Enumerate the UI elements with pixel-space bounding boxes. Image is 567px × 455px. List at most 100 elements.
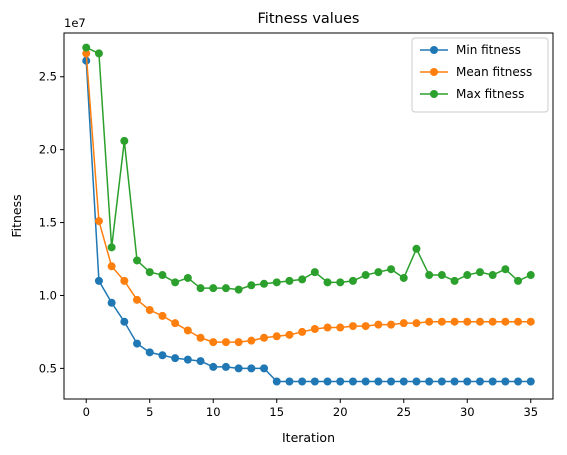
- data-point: [323, 278, 332, 287]
- data-point: [94, 217, 103, 226]
- axis-ticks: 0 5 10 15 20 25 30 35 0.5 1.0 1.5 2.0 2.5: [39, 70, 538, 419]
- data-point: [425, 271, 434, 280]
- data-point: [336, 377, 345, 386]
- data-point: [488, 317, 497, 326]
- legend-label: Min fitness: [456, 43, 521, 57]
- data-point: [323, 377, 332, 386]
- data-point: [285, 330, 294, 339]
- x-tick-label: 15: [269, 405, 284, 419]
- series-max-fitness: [82, 43, 535, 294]
- data-point: [120, 276, 129, 285]
- axes-frame: [63, 32, 554, 400]
- data-point: [247, 364, 256, 373]
- plot-area: [82, 43, 535, 386]
- data-point: [323, 323, 332, 332]
- data-point: [310, 377, 319, 386]
- data-point: [310, 268, 319, 277]
- x-tick-label: 0: [83, 405, 90, 419]
- data-point: [514, 276, 523, 285]
- data-point: [221, 362, 230, 371]
- y-tick-label: 2.0: [39, 143, 57, 157]
- data-point: [475, 317, 484, 326]
- data-point: [475, 377, 484, 386]
- data-point: [412, 377, 421, 386]
- data-point: [234, 338, 243, 347]
- data-point: [196, 284, 205, 293]
- data-point: [526, 377, 535, 386]
- x-tick-label: 10: [206, 405, 221, 419]
- data-point: [348, 377, 357, 386]
- legend: Min fitness Mean fitness Max fitness: [411, 37, 549, 113]
- x-axis-label: Iteration: [282, 430, 335, 445]
- x-tick-label: 35: [523, 405, 538, 419]
- chart-title: Fitness values: [258, 11, 360, 27]
- x-tick-label: 5: [146, 405, 153, 419]
- series-min-fitness: [82, 56, 535, 386]
- data-point: [133, 295, 142, 304]
- data-point: [387, 320, 396, 329]
- data-point: [221, 338, 230, 347]
- data-point: [247, 281, 256, 290]
- data-point: [348, 322, 357, 331]
- data-point: [450, 276, 459, 285]
- data-point: [82, 43, 91, 52]
- data-point: [399, 273, 408, 282]
- data-point: [526, 317, 535, 326]
- data-point: [425, 317, 434, 326]
- data-point: [514, 317, 523, 326]
- x-tick-label: 20: [333, 405, 348, 419]
- data-point: [94, 49, 103, 58]
- data-point: [107, 243, 116, 252]
- legend-label: Max fitness: [456, 87, 524, 101]
- x-tick-label: 30: [460, 405, 475, 419]
- data-point: [463, 271, 472, 280]
- y-tick-label: 1.0: [39, 288, 57, 302]
- data-point: [94, 276, 103, 285]
- data-point: [463, 377, 472, 386]
- data-point: [412, 244, 421, 253]
- data-point: [450, 377, 459, 386]
- data-point: [183, 273, 192, 282]
- data-point: [374, 377, 383, 386]
- data-point: [272, 377, 281, 386]
- data-point: [336, 278, 345, 287]
- data-point: [260, 279, 269, 288]
- data-point: [209, 284, 218, 293]
- data-point: [475, 268, 484, 277]
- data-point: [158, 351, 167, 360]
- data-point: [501, 377, 510, 386]
- data-point: [234, 364, 243, 373]
- data-point: [133, 256, 142, 265]
- data-point: [514, 377, 523, 386]
- data-point: [285, 276, 294, 285]
- data-point: [82, 49, 91, 58]
- data-point: [450, 317, 459, 326]
- data-point: [272, 278, 281, 287]
- data-point: [209, 338, 218, 347]
- legend-item: Max fitness: [420, 87, 524, 101]
- data-point: [145, 306, 154, 315]
- legend-item: Min fitness: [420, 43, 521, 57]
- data-point: [247, 336, 256, 345]
- data-point: [183, 326, 192, 335]
- data-point: [501, 317, 510, 326]
- data-point: [298, 275, 307, 284]
- data-point: [272, 332, 281, 341]
- data-point: [145, 348, 154, 357]
- data-point: [120, 317, 129, 326]
- data-point: [171, 278, 180, 287]
- data-point: [298, 327, 307, 336]
- data-point: [298, 377, 307, 386]
- data-point: [171, 354, 180, 363]
- data-point: [310, 325, 319, 334]
- data-point: [285, 377, 294, 386]
- x-tick-label: 25: [396, 405, 411, 419]
- legend-marker: [430, 46, 438, 54]
- data-point: [361, 271, 370, 280]
- data-point: [196, 333, 205, 342]
- data-point: [260, 364, 269, 373]
- data-point: [348, 276, 357, 285]
- data-point: [361, 322, 370, 331]
- data-point: [387, 265, 396, 274]
